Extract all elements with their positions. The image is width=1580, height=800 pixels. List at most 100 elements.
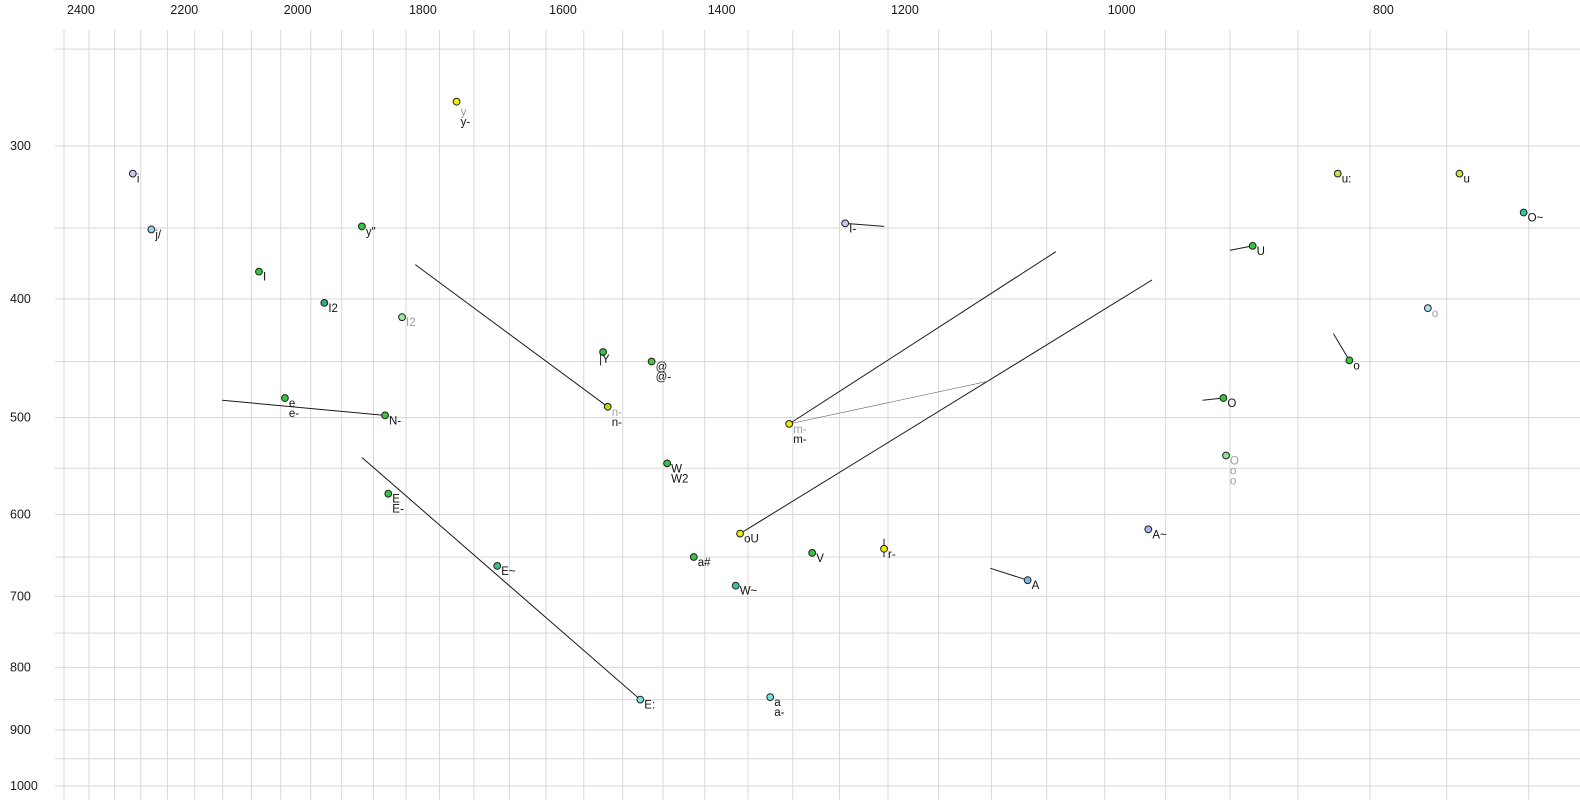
point-label: m- — [793, 424, 807, 436]
point-label: W~ — [740, 586, 758, 598]
y-tick-label: 900 — [10, 723, 31, 737]
point-label: N- — [389, 415, 401, 427]
connector-line — [361, 457, 641, 700]
connector-line — [222, 399, 386, 416]
point-label: I- — [849, 223, 856, 235]
data-point[interactable] — [766, 693, 775, 702]
data-point[interactable] — [1248, 241, 1257, 250]
point-label: @- — [656, 372, 672, 384]
point-label: E~ — [501, 566, 516, 578]
point-label: O — [1230, 455, 1239, 467]
x-tick-label: 1600 — [549, 3, 577, 17]
point-label: y — [461, 107, 467, 119]
point-label: y- — [461, 117, 471, 129]
connector-line — [414, 264, 609, 408]
point-label: A~ — [1152, 529, 1167, 541]
data-point[interactable] — [358, 222, 366, 231]
point-label: u — [1463, 174, 1469, 186]
point-label: e — [289, 398, 295, 410]
y-tick-label: 500 — [10, 411, 31, 425]
data-point[interactable] — [1222, 451, 1230, 460]
data-point[interactable] — [1423, 304, 1432, 313]
data-point[interactable] — [1144, 525, 1153, 534]
grid — [55, 30, 1580, 800]
data-point[interactable] — [599, 348, 607, 356]
data-point[interactable] — [381, 411, 389, 420]
point-label: I — [263, 272, 266, 284]
data-point[interactable] — [128, 169, 137, 178]
point-label: n- — [612, 407, 622, 419]
x-tick-label: 1800 — [409, 3, 437, 17]
point-label: i — [137, 174, 140, 186]
data-point[interactable] — [808, 549, 817, 557]
point-label: a# — [698, 557, 711, 569]
data-point[interactable] — [1219, 394, 1228, 402]
point-label: W2 — [671, 473, 688, 485]
point-label: @ — [656, 362, 668, 374]
x-tick-label: 2400 — [67, 3, 95, 17]
point-label: e- — [289, 408, 299, 420]
point-label: o — [1353, 360, 1359, 372]
point-label: a — [774, 697, 781, 709]
x-tick-label: 2000 — [284, 3, 312, 17]
data-point[interactable] — [841, 219, 850, 228]
data-point[interactable] — [1519, 208, 1528, 217]
point-label: m- — [793, 434, 807, 446]
data-point[interactable] — [1455, 169, 1464, 178]
y-tick-label: 800 — [10, 660, 31, 674]
data-point[interactable] — [398, 313, 406, 322]
point-label: u: — [1342, 174, 1352, 186]
data-point[interactable] — [636, 695, 645, 704]
point-label: I2 — [328, 303, 338, 315]
point-label: j/ — [154, 229, 162, 241]
point-label: O~ — [1528, 213, 1544, 225]
data-point[interactable] — [731, 581, 740, 590]
point-label: E — [392, 494, 400, 506]
data-point[interactable] — [147, 225, 156, 234]
data-point[interactable] — [255, 267, 263, 276]
point-label: I2 — [406, 317, 416, 329]
point-label: E- — [392, 504, 404, 516]
y-tick-label: 300 — [10, 139, 31, 153]
point-label: o — [1230, 465, 1236, 477]
data-point[interactable] — [320, 298, 329, 307]
data-point[interactable] — [689, 553, 698, 561]
connector-line — [789, 380, 989, 425]
y-tick-label: 400 — [10, 292, 31, 306]
data-point[interactable] — [603, 402, 612, 411]
point-label: r- — [888, 549, 896, 561]
x-tick-label: 1400 — [708, 3, 736, 17]
x-tick-label: 2200 — [170, 3, 198, 17]
data-point[interactable] — [647, 357, 656, 366]
data-point[interactable] — [1345, 356, 1354, 365]
data-point[interactable] — [384, 489, 393, 498]
x-tick-label: 1000 — [1108, 3, 1136, 17]
data-point[interactable] — [1333, 169, 1342, 178]
data-point[interactable] — [281, 394, 289, 402]
point-label: o — [1432, 308, 1438, 320]
point-label: O — [1227, 398, 1236, 410]
point-label: E: — [644, 700, 655, 712]
connector-line — [1332, 333, 1350, 361]
connector-line — [845, 222, 885, 227]
data-point[interactable] — [880, 544, 888, 553]
data-point[interactable] — [785, 419, 794, 428]
point-label: n- — [612, 417, 622, 429]
point-label: W — [671, 463, 682, 475]
data-point[interactable] — [493, 562, 502, 570]
connector-line — [990, 567, 1028, 581]
y-tick-label: 1000 — [10, 779, 38, 793]
data-point[interactable] — [452, 97, 461, 106]
data-point[interactable] — [1023, 576, 1032, 585]
point-label: o — [1230, 475, 1236, 487]
point-label: |Y — [599, 354, 610, 366]
connector-line — [788, 251, 1057, 425]
point-label: oU — [744, 534, 759, 546]
point-label: U — [1257, 246, 1265, 258]
data-point[interactable] — [663, 459, 672, 468]
data-point[interactable] — [736, 529, 744, 538]
point-label: A — [1032, 580, 1040, 592]
connector-lines — [222, 222, 1350, 700]
